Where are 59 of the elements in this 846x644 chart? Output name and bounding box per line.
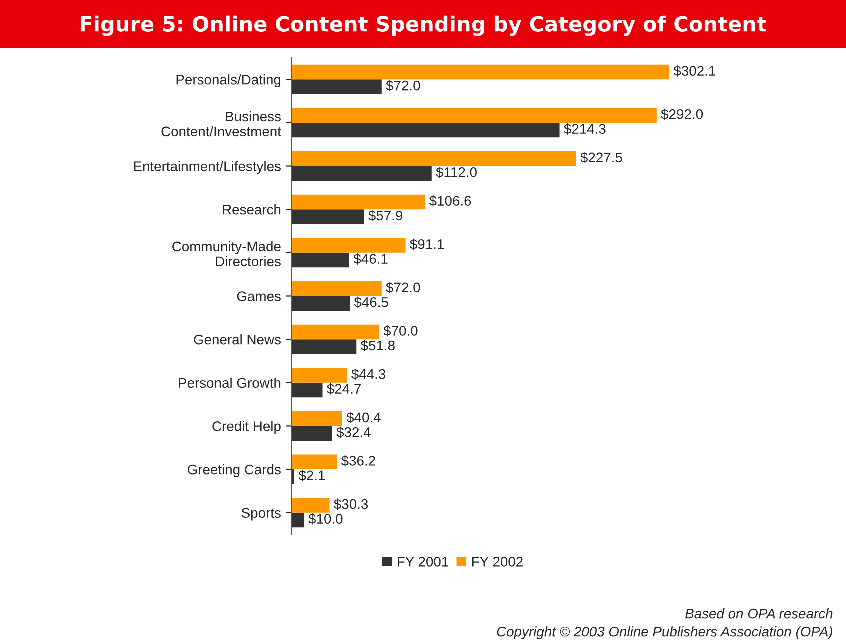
y-tick-label: Entertainment/Lifestyles (134, 161, 281, 174)
bar (292, 80, 382, 94)
bar (292, 340, 357, 354)
chart-title: Figure 5: Online Content Spending by Category of Content (80, 16, 766, 36)
data-label: $10.0 (308, 514, 343, 525)
y-tick-label: Sports (242, 508, 281, 521)
bar (292, 166, 432, 181)
data-label: $72.0 (386, 282, 420, 294)
bar (292, 122, 560, 138)
data-label: $106.6 (429, 196, 472, 207)
bar (292, 152, 576, 166)
data-label: $214.3 (564, 124, 606, 135)
bar (292, 238, 406, 253)
data-label: $44.3 (352, 368, 386, 380)
data-label: $24.7 (327, 384, 361, 395)
data-label: $30.3 (334, 498, 368, 510)
text: Copyright © 2003 Online Publishers Association (OPA) (497, 626, 832, 640)
y-tick-label: Research (223, 204, 281, 215)
data-label: $70.0 (384, 326, 418, 337)
bar (292, 296, 350, 311)
data-label: $32.4 (336, 426, 371, 438)
data-label: $36.2 (341, 455, 376, 467)
y-tick-label: Games (237, 292, 281, 302)
bar (292, 498, 330, 513)
bar (292, 64, 670, 80)
bar (292, 194, 426, 210)
data-label: $40.4 (346, 412, 381, 424)
data-label: $51.8 (360, 340, 395, 352)
data-label: $57.9 (368, 210, 403, 222)
data-label: $72.0 (386, 80, 420, 92)
bar (292, 108, 657, 123)
y-tick-label: Credit Help (212, 421, 281, 434)
data-label: $91.1 (410, 238, 444, 250)
bar (292, 426, 332, 441)
text: Based on OPA research (686, 608, 833, 619)
bar (292, 210, 364, 224)
bar (292, 512, 304, 528)
bar (292, 252, 350, 268)
y-tick-label: Personals/Dating (176, 74, 281, 88)
y-tick-label: Greeting Cards (188, 464, 281, 478)
data-label: $46.1 (354, 254, 388, 265)
bar (292, 411, 342, 426)
data-label: $227.5 (580, 152, 622, 164)
y-tick-label: General News (194, 334, 281, 345)
bar (292, 282, 382, 296)
data-label: $2.1 (298, 470, 326, 482)
data-label: $112.0 (436, 166, 477, 178)
legend-label: FY 2001 (398, 556, 448, 567)
data-label: $292.0 (661, 108, 704, 120)
data-label: $46.5 (354, 296, 388, 308)
bar (292, 454, 338, 470)
y-tick-label: Community-Made Directories (172, 241, 281, 267)
y-tick-label: Business Content/Investment (162, 111, 282, 137)
bar (292, 324, 380, 340)
bar (292, 382, 323, 398)
legend-label: FY 2002 (472, 556, 523, 567)
bar (292, 368, 348, 383)
data-label: $302.1 (674, 66, 716, 77)
y-tick-label: Personal Growth (179, 378, 281, 388)
